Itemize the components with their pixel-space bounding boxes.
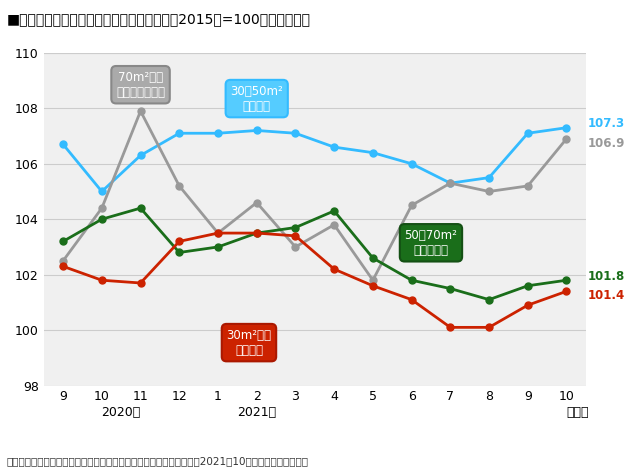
Text: 30〜50m²
カップル: 30〜50m² カップル xyxy=(230,84,283,113)
Text: 出典：全国主要都市の「賃貸マンション・アパート」募集家賃動向（2021年10月）アットホーム調べ: 出典：全国主要都市の「賃貸マンション・アパート」募集家賃動向（2021年10月）… xyxy=(6,457,308,467)
Text: 101.4: 101.4 xyxy=(588,289,625,302)
Text: （月）: （月） xyxy=(567,407,589,419)
Text: 70m²以上
大型ファミリー: 70m²以上 大型ファミリー xyxy=(116,71,165,98)
Text: 106.9: 106.9 xyxy=(588,137,625,150)
Text: ■大阪市－マンション平均家賃指数の推移（2015年=100としたもの）: ■大阪市－マンション平均家賃指数の推移（2015年=100としたもの） xyxy=(6,12,310,26)
Text: 101.8: 101.8 xyxy=(588,270,625,282)
Text: 30m²未満
シングル: 30m²未満 シングル xyxy=(227,329,271,356)
Text: 2021年: 2021年 xyxy=(237,407,276,419)
Text: 2020年: 2020年 xyxy=(102,407,141,419)
Text: 107.3: 107.3 xyxy=(588,117,625,130)
Text: 50〜70m²
ファミリー: 50〜70m² ファミリー xyxy=(404,229,458,257)
